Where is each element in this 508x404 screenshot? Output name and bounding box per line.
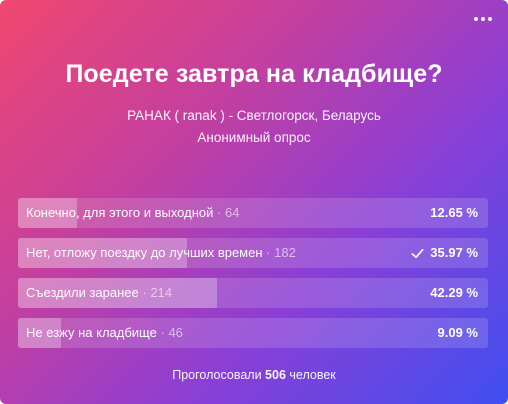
option-percent: 35.97 % [430,245,478,260]
total-suffix: человек [289,368,336,382]
poll-option[interactable]: Не езжу на кладбище · 46 9.09 % [18,318,488,348]
option-separator: · [217,205,222,220]
option-vote-count: 182 [274,245,296,260]
option-separator: · [160,325,165,340]
total-count: 506 [265,368,286,382]
option-result-bar [18,318,61,348]
option-percent: 42.29 % [430,285,478,300]
option-result-bar [18,198,78,228]
poll-question: Поедете завтра на кладбище? [65,60,443,88]
option-vote-count: 64 [224,205,240,220]
option-text: Не езжу на кладбище [26,325,157,340]
option-text: Нет, отложу поездку до лучших времен [26,245,263,260]
option-percent: 9.09 % [437,325,478,340]
option-text: Конечно, для этого и выходной [26,205,214,220]
option-text: Съездили заранее [26,285,139,300]
poll-author: РАНАК ( ranak ) - Светлогорск, Беларусь [127,108,381,123]
option-percent: 12.65 % [430,205,478,220]
poll-option[interactable]: Съездили заранее · 214 42.29 % [18,278,488,308]
option-result-bar [18,278,217,308]
total-prefix: Проголосовали [172,368,262,382]
option-separator: · [142,285,147,300]
poll-options: Конечно, для этого и выходной · 64 12.65… [18,198,488,358]
option-vote-count: 214 [150,285,173,300]
more-options-icon[interactable] [472,10,494,28]
option-separator: · [266,245,271,260]
checkmark-icon [411,248,424,258]
poll-total-votes: Проголосовали 506 человек [0,368,508,382]
poll-option[interactable]: Конечно, для этого и выходной · 64 12.65… [18,198,488,228]
option-vote-count: 46 [168,325,183,340]
poll-option[interactable]: Нет, отложу поездку до лучших времен · 1… [18,238,488,268]
option-result-bar [18,238,188,268]
poll-type: Анонимный опрос [197,130,311,145]
